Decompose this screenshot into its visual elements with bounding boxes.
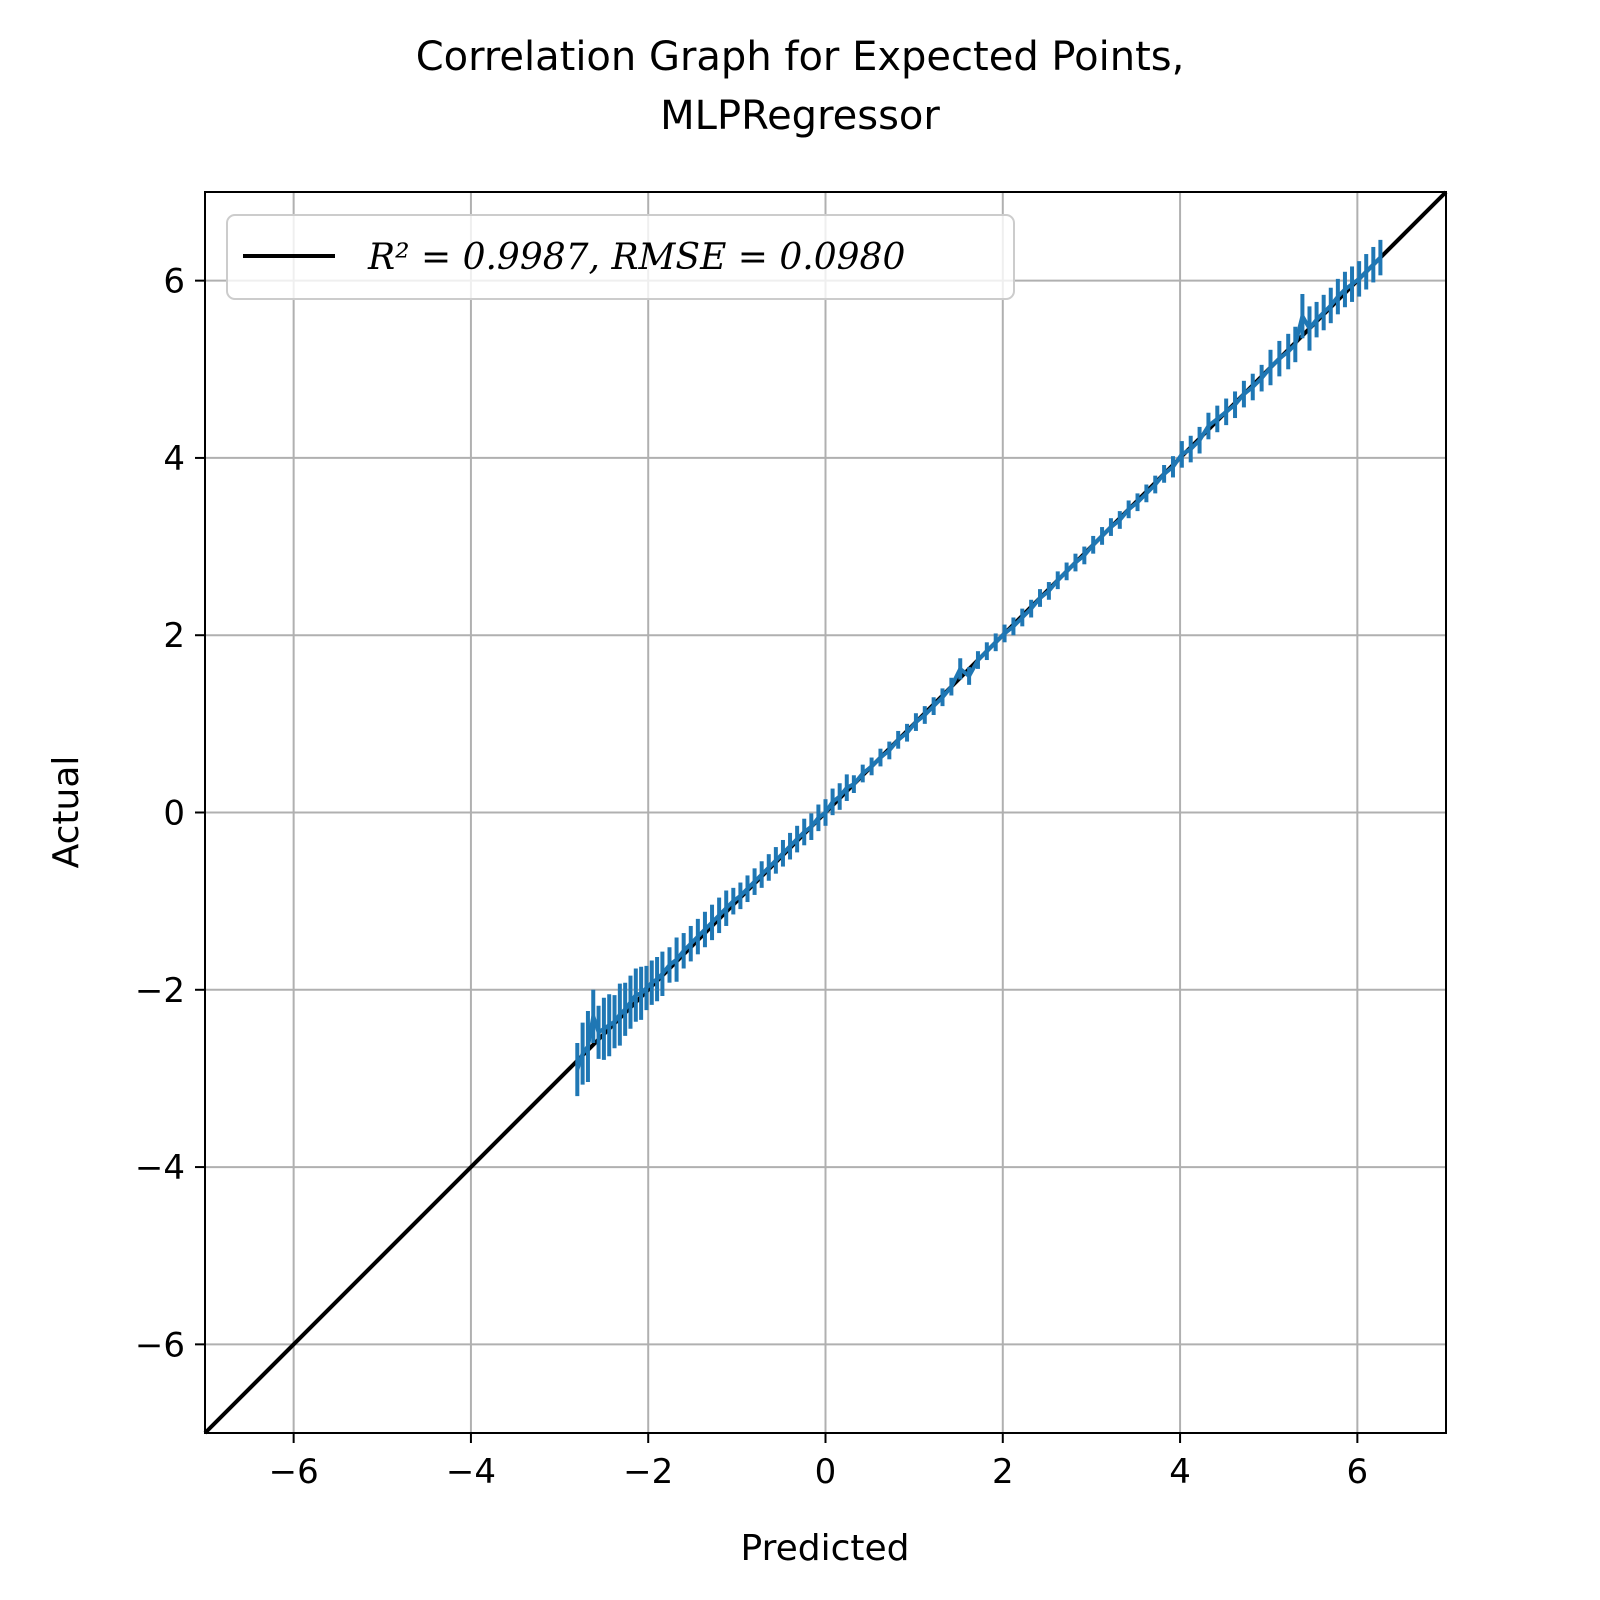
y-tick-label: 4	[163, 439, 185, 479]
y-tick-label: 2	[163, 616, 185, 656]
legend-label: R² = 0.9987, RMSE = 0.0980	[367, 237, 905, 278]
chart-title-line-2: MLPRegressor	[660, 93, 940, 139]
axes-frame	[204, 191, 1447, 1434]
y-tick-label: −4	[135, 1148, 185, 1188]
y-tick-label: 6	[163, 262, 185, 302]
axis-ticks: −6 −4 −2 0 2 4 6 −6 −4 −2 0 2 4 6	[135, 262, 1368, 1492]
x-tick-label: 0	[815, 1452, 837, 1492]
data-series-line	[575, 256, 1382, 1071]
y-tick-label: 0	[163, 794, 185, 834]
y-tick-label: −6	[135, 1325, 185, 1365]
x-tick-label: 6	[1347, 1452, 1369, 1492]
x-tick-label: 2	[992, 1452, 1014, 1492]
chart-title-line-1: Correlation Graph for Expected Points,	[416, 34, 1185, 80]
x-axis-label: Predicted	[741, 1528, 910, 1569]
y-tick-label: −2	[135, 971, 185, 1011]
y-axis-label: Actual	[46, 756, 87, 869]
x-tick-label: −6	[269, 1452, 319, 1492]
legend-box	[226, 214, 1015, 300]
x-tick-label: −2	[623, 1452, 673, 1492]
legend: R² = 0.9987, RMSE = 0.0980	[226, 214, 1015, 300]
x-tick-label: 4	[1169, 1452, 1191, 1492]
x-tick-label: −4	[446, 1452, 496, 1492]
plot-area	[203, 190, 1448, 1435]
